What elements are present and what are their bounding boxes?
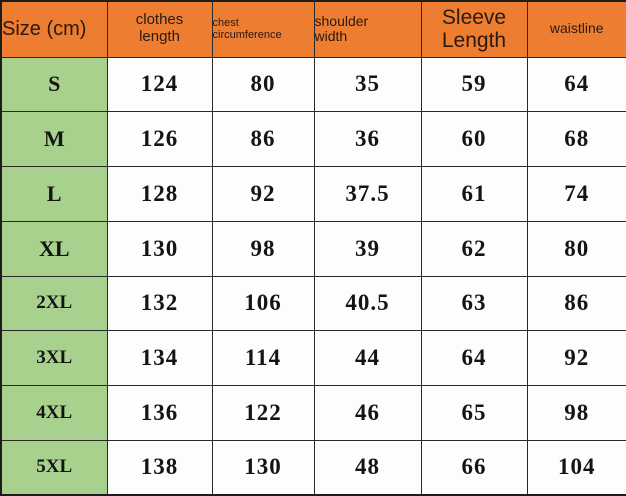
- clothes-length-value: 136: [106, 385, 213, 441]
- sleeve-length-value: 62: [420, 220, 528, 277]
- waistline-value: 74: [526, 166, 626, 222]
- header-row: Size (cm) clothes length chest circumfer…: [0, 0, 626, 58]
- chest-circumference-value: 92: [211, 166, 315, 222]
- sleeve-length-value: 59: [420, 56, 528, 113]
- shoulder-width-value: 36: [313, 111, 422, 167]
- size-label: S: [0, 56, 108, 113]
- clothes-length-value: 130: [106, 220, 213, 277]
- size-chart-body: S 124 80 35 59 64 M 126 86 36 60 68 L 12…: [0, 56, 626, 496]
- chest-circumference-value: 106: [211, 275, 315, 332]
- size-label: L: [0, 166, 108, 222]
- size-label: XL: [0, 220, 108, 277]
- clothes-length-value: 132: [106, 275, 213, 332]
- sleeve-length-value: 65: [420, 385, 528, 441]
- header-chest-circumference: chest circumference: [211, 0, 315, 58]
- chest-circumference-value: 122: [211, 385, 315, 441]
- chest-circumference-value: 80: [211, 56, 315, 113]
- table-row-xl: XL 130 98 39 62 80: [0, 220, 626, 277]
- sleeve-length-value: 66: [420, 439, 528, 496]
- waistline-value: 80: [526, 220, 626, 277]
- chest-circumference-value: 98: [211, 220, 315, 277]
- waistline-value: 98: [526, 385, 626, 441]
- shoulder-width-value: 40.5: [313, 275, 422, 332]
- clothes-length-value: 128: [106, 166, 213, 222]
- shoulder-width-value: 37.5: [313, 166, 422, 222]
- shoulder-width-value: 44: [313, 330, 422, 386]
- table-row-4xl: 4XL 136 122 46 65 98: [0, 385, 626, 441]
- clothes-length-value: 134: [106, 330, 213, 386]
- clothes-length-value: 138: [106, 439, 213, 496]
- table-row-5xl: 5XL 138 130 48 66 104: [0, 439, 626, 496]
- table-row-l: L 128 92 37.5 61 74: [0, 166, 626, 222]
- chest-circumference-value: 114: [211, 330, 315, 386]
- size-label: M: [0, 111, 108, 167]
- table-row-m: M 126 86 36 60 68: [0, 111, 626, 167]
- sleeve-length-value: 63: [420, 275, 528, 332]
- shoulder-width-value: 48: [313, 439, 422, 496]
- shoulder-width-value: 46: [313, 385, 422, 441]
- table-row-2xl: 2XL 132 106 40.5 63 86: [0, 275, 626, 332]
- chest-circumference-value: 130: [211, 439, 315, 496]
- shoulder-width-value: 39: [313, 220, 422, 277]
- waistline-value: 68: [526, 111, 626, 167]
- chest-circumference-value: 86: [211, 111, 315, 167]
- waistline-value: 86: [526, 275, 626, 332]
- header-waistline: waistline: [526, 0, 626, 58]
- size-label: 2XL: [0, 275, 108, 332]
- clothes-length-value: 124: [106, 56, 213, 113]
- size-label: 5XL: [0, 439, 108, 496]
- table-row-3xl: 3XL 134 114 44 64 92: [0, 330, 626, 386]
- size-label: 3XL: [0, 330, 108, 386]
- sleeve-length-value: 60: [420, 111, 528, 167]
- header-shoulder-width: shoulder width: [313, 0, 422, 58]
- waistline-value: 64: [526, 56, 626, 113]
- size-chart-header: Size (cm) clothes length chest circumfer…: [0, 0, 626, 58]
- waistline-value: 104: [526, 439, 626, 496]
- table-row-s: S 124 80 35 59 64: [0, 56, 626, 113]
- sleeve-length-value: 61: [420, 166, 528, 222]
- clothes-length-value: 126: [106, 111, 213, 167]
- waistline-value: 92: [526, 330, 626, 386]
- header-sleeve-length: Sleeve Length: [420, 0, 528, 58]
- header-clothes-length: clothes length: [106, 0, 213, 58]
- sleeve-length-value: 64: [420, 330, 528, 386]
- shoulder-width-value: 35: [313, 56, 422, 113]
- size-label: 4XL: [0, 385, 108, 441]
- header-size: Size (cm): [0, 0, 108, 58]
